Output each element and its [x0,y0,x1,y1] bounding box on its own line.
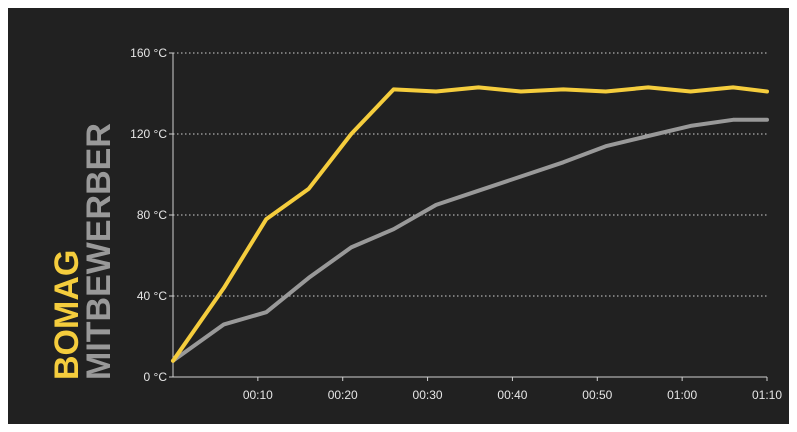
y-tick-label: 160 °C [130,46,167,60]
grid-lines [173,52,767,297]
x-tick-label: 00:10 [243,388,273,402]
chart-frame: 0 °C 40 °C 80 °C 120 °C 160 °C 00:10 00:20 00:… [8,8,789,424]
x-tick-label: 00:30 [413,388,443,402]
y-tick-label: 80 °C [137,208,167,222]
series-lines [171,85,769,363]
series-line-bomag [171,85,769,363]
series-line-mitbewerber [171,117,769,363]
x-tick-label: 00:50 [582,388,612,402]
y-tick-label: 40 °C [137,289,167,303]
legend-label-mitbewerber: MITBEWERBER [80,123,118,380]
x-tick-label: 00:40 [497,388,527,402]
y-tick-label: 0 °C [144,370,168,384]
y-tick-label: 120 °C [130,127,167,141]
x-tick-label: 01:00 [667,388,697,402]
axes [169,52,768,381]
x-tick-labels: 00:10 00:20 00:30 00:40 00:50 01:00 01:10 [243,388,782,402]
x-tick-label: 00:20 [328,388,358,402]
legend-label-bomag: BOMAG [48,250,86,380]
x-tick-label: 01:10 [752,388,782,402]
y-tick-labels: 0 °C 40 °C 80 °C 120 °C 160 °C [130,46,167,384]
